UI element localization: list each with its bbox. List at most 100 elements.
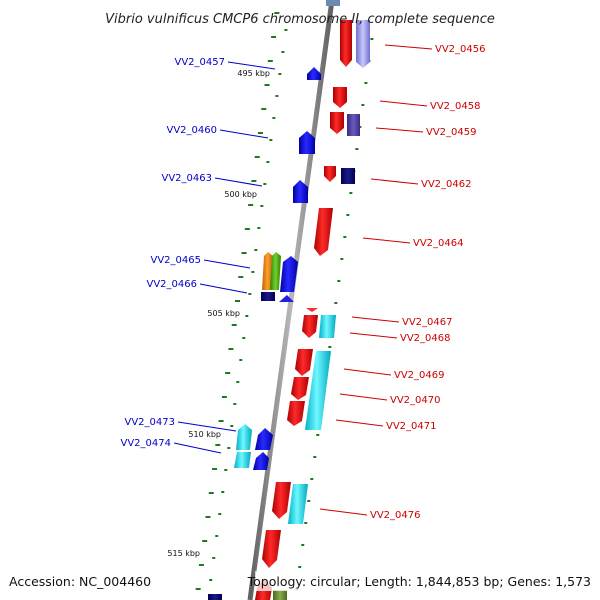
tick-mark [218,420,224,422]
gene-label[interactable]: VV2_0456 [435,44,486,55]
gc-dot [275,95,279,97]
tick-mark [261,108,267,110]
tick-mark [228,348,234,350]
gc-dot [340,258,344,260]
gene-arrow [314,208,333,256]
leader-line [219,129,269,139]
gc-dot [254,249,258,251]
gene-arrow [295,349,313,376]
tick-mark [205,516,211,518]
gc-dot [278,73,282,75]
leader-line [335,419,384,427]
tick-mark [264,84,270,86]
footer-backdrop [255,571,595,591]
gc-dot [343,236,347,238]
gene-arrow [341,168,355,184]
gene-arrow [262,252,273,290]
tick-mark [215,444,221,446]
gene-label[interactable]: VV2_0458 [430,101,481,112]
gene-arrow [302,315,318,338]
gene-arrow [347,114,360,136]
gene-features [208,0,370,600]
gene-arrow [305,351,331,430]
gc-dot [346,214,350,216]
gene-label[interactable]: VV2_0470 [390,395,441,406]
leader-line [375,127,424,133]
tick-label: 500 kbp [224,190,257,199]
leader-line [177,421,237,432]
gene-label[interactable]: VV2_0462 [421,179,472,190]
tick-mark [251,180,257,182]
gc-dot [209,579,213,581]
gc-dot [233,403,237,405]
gc-dot [224,469,228,471]
leader-line [384,44,433,50]
leader-line [343,368,392,376]
gene-label[interactable]: VV2_0460 [167,125,218,136]
gene-arrow [291,377,309,400]
gene-arrow [234,452,251,468]
label-leader-lines [173,44,433,516]
tick-label: 505 kbp [207,309,240,318]
tick-marks [195,12,280,590]
gene-label[interactable]: VV2_0474 [121,438,172,449]
gene-label[interactable]: VV2_0473 [125,417,176,428]
gc-dot [310,478,314,480]
gene-label[interactable]: VV2_0464 [413,238,464,249]
tick-mark [231,324,237,326]
gc-dot [313,456,317,458]
gc-dot [304,522,308,524]
tick-mark [241,252,247,254]
leader-line [173,442,222,454]
gene-arrow [279,295,294,302]
gc-dot [355,148,359,150]
gc-dot [251,271,255,273]
gc-dot [218,513,222,515]
gene-arrow [293,180,308,203]
gc-dot [328,346,332,348]
gene-label[interactable]: VV2_0465 [151,255,202,266]
gene-arrow [272,482,291,519]
gene-label[interactable]: VV2_0469 [394,370,445,381]
leader-line [227,61,276,70]
tick-label: 515 kbp [167,549,200,558]
gc-dot [349,192,353,194]
gc-dot [215,535,219,537]
gene-label[interactable]: VV2_0476 [370,510,421,521]
gene-arrow [333,87,347,108]
gene-arrow [262,530,281,568]
gene-label[interactable]: VV2_0466 [147,279,198,290]
tick-mark [212,468,218,470]
leader-line [319,508,368,516]
tick-label: 510 kbp [188,430,221,439]
tick-mark [202,540,208,542]
leader-line [351,316,400,323]
tick-mark [271,36,277,38]
gc-dot [230,425,234,427]
map-title: Vibrio vulnificus CMCP6 chromosome II, c… [105,12,495,27]
gc-dot [272,117,276,119]
gene-arrow [261,292,275,301]
leader-line [379,100,428,107]
tick-mark [257,132,263,134]
gene-arrow [340,20,352,67]
gc-dot [307,500,311,502]
gene-arrow [287,401,305,426]
gene-label[interactable]: VV2_0463 [162,173,213,184]
gene-label[interactable]: VV2_0457 [175,57,226,68]
gc-dot [364,82,368,84]
tick-mark [198,564,204,566]
gc-dot [334,302,338,304]
gc-dot [269,139,273,141]
gene-label[interactable]: VV2_0468 [400,333,451,344]
gene-label[interactable]: VV2_0467 [402,317,453,328]
tick-mark [254,156,260,158]
gene-arrow [299,131,315,154]
gene-label[interactable]: VV2_0459 [426,127,477,138]
gc-dot [263,183,267,185]
gene-arrow [288,484,308,524]
gc-dot [221,491,225,493]
gc-dot [316,434,320,436]
gene-label[interactable]: VV2_0471 [386,421,437,432]
gc-dot [245,315,249,317]
